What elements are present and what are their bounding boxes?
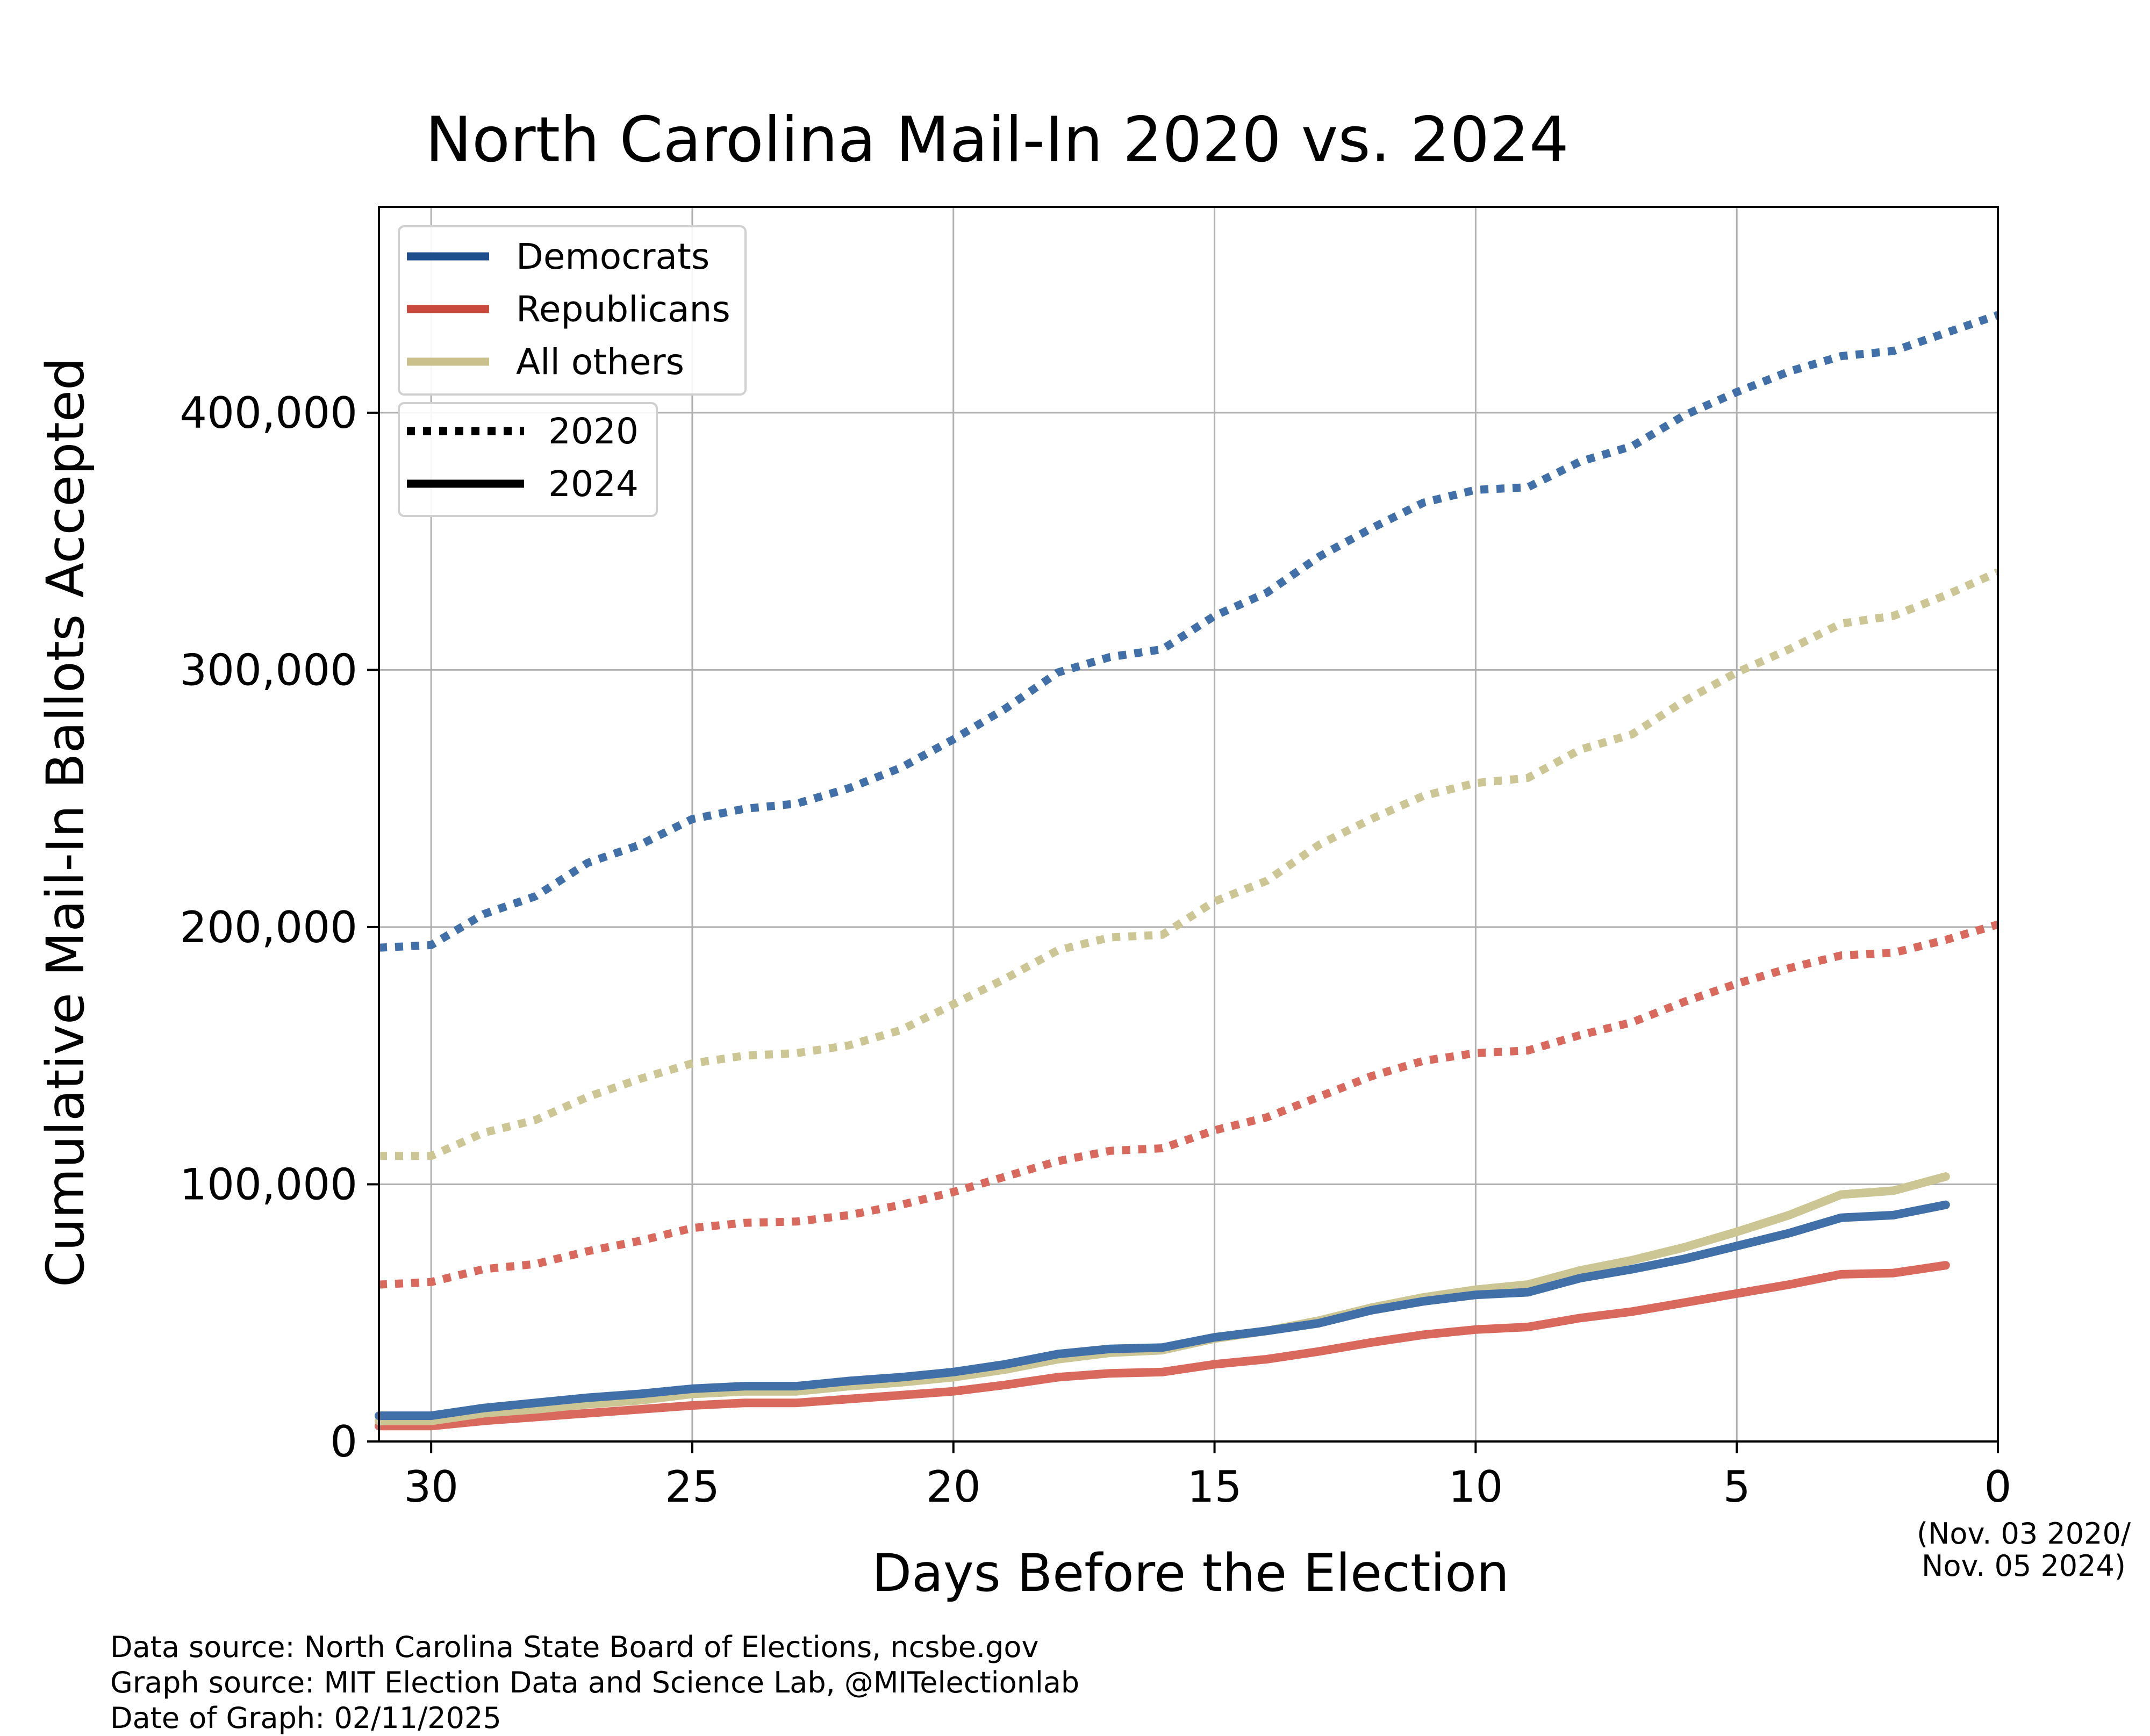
series-line-all-others-2020: [379, 568, 2000, 1160]
legend-party-label: Democrats: [516, 236, 710, 277]
x-end-note-line2: Nov. 05 2024): [1922, 1549, 2126, 1583]
y-tick-label: 100,000: [180, 1159, 357, 1209]
legend-party-label: All others: [516, 341, 684, 383]
footer-date: Date of Graph: 02/11/2025: [110, 1701, 501, 1735]
x-axis-label: Days Before the Election: [872, 1543, 1509, 1603]
series-line-democrats-2020: [378, 311, 2000, 952]
y-tick-label: 400,000: [180, 388, 357, 438]
legend-party-box: [398, 225, 747, 396]
plot-frame: [378, 206, 1999, 1443]
x-tick-label: 0: [1984, 1462, 2012, 1512]
series-line-democrats-2024: [375, 1200, 1950, 1421]
axis-ticks: 30 25 20 15 10 5 0 0 100,000 200,000 300,000 400,00…: [180, 388, 2011, 1512]
x-tick-label: 30: [404, 1462, 458, 1512]
footer-data-source: Data source: North Carolina State Board …: [110, 1630, 1039, 1664]
legend-year-label: 2024: [548, 463, 639, 505]
legend-party-label: Republicans: [516, 289, 730, 330]
footer-notes: Data source: North Carolina State Board …: [110, 1630, 1079, 1736]
x-tick-label: 15: [1187, 1462, 1242, 1512]
y-tick-label: 200,000: [180, 902, 357, 952]
y-axis-label: Cumulative Mail-In Ballots Accepted: [35, 357, 96, 1287]
x-end-note-line1: (Nov. 03 2020/: [1917, 1517, 2131, 1551]
chart-title: North Carolina Mail-In 2020 vs. 2024: [425, 104, 1569, 176]
x-tick-label: 25: [665, 1462, 720, 1512]
legend-year-label: 2020: [548, 411, 639, 452]
x-tick-label: 10: [1448, 1462, 1503, 1512]
y-tick-label: 0: [330, 1417, 357, 1467]
legend-party: Democrats Republicans All others: [398, 225, 747, 396]
y-tick-label: 300,000: [180, 645, 357, 695]
legend-year: 2020 2024: [398, 402, 658, 517]
series-line-republicans-2020: [378, 920, 2000, 1289]
x-tick-label: 20: [926, 1462, 981, 1512]
x-tick-label: 5: [1723, 1462, 1751, 1512]
footer-graph-source: Graph source: MIT Election Data and Scie…: [110, 1666, 1080, 1699]
series-lines: [375, 311, 2000, 1431]
series-line-republicans-2024: [375, 1261, 1950, 1431]
